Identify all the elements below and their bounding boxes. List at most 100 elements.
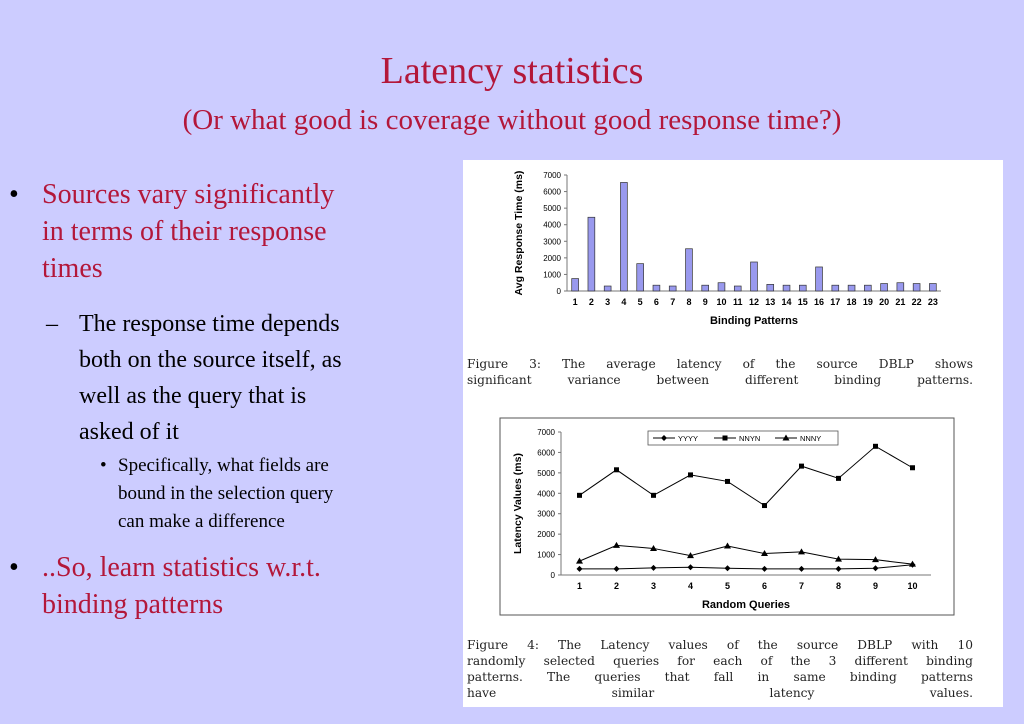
data-point bbox=[688, 472, 693, 478]
x-tick-label: 13 bbox=[765, 297, 775, 307]
x-tick-label: 18 bbox=[847, 297, 857, 307]
bullet-1-line-1: Sources vary significantly bbox=[42, 179, 335, 210]
x-tick-label: 14 bbox=[782, 297, 792, 307]
x-tick-label: 6 bbox=[654, 297, 659, 307]
series-line bbox=[579, 564, 913, 570]
data-point bbox=[761, 565, 768, 572]
bar bbox=[571, 278, 579, 292]
bullet-4-line-1: ..So, learn statistics w.r.t. bbox=[42, 552, 321, 583]
x-tick-label: 8 bbox=[836, 581, 841, 591]
sub-bullet-line-1: The response time depends bbox=[79, 311, 340, 337]
sub-sub-bullet-line-3: can make a difference bbox=[118, 511, 285, 532]
bar bbox=[864, 284, 872, 292]
x-tick-label: 12 bbox=[749, 297, 759, 307]
bar bbox=[847, 284, 856, 292]
bar bbox=[603, 285, 612, 292]
series-line bbox=[579, 544, 913, 565]
sub-bullet-line-4: asked of it bbox=[79, 419, 179, 445]
y-tick-label: 4000 bbox=[543, 221, 561, 230]
data-point bbox=[724, 565, 731, 572]
data-point bbox=[835, 555, 842, 562]
data-point bbox=[872, 565, 879, 572]
data-point bbox=[661, 435, 667, 441]
y-tick-label: 7000 bbox=[537, 428, 555, 437]
data-point bbox=[614, 467, 619, 473]
data-point bbox=[872, 556, 879, 563]
bar bbox=[929, 283, 937, 292]
legend-box bbox=[647, 430, 839, 446]
data-point bbox=[650, 564, 657, 571]
bar bbox=[717, 282, 726, 292]
legend-label: NNNY bbox=[800, 434, 821, 443]
sub-bullet-line-2: both on the source itself, as bbox=[79, 347, 342, 373]
bar bbox=[750, 261, 758, 292]
bar bbox=[782, 284, 791, 292]
data-point bbox=[613, 541, 620, 548]
x-axis-label: Binding Patterns bbox=[710, 315, 798, 327]
x-tick-label: 5 bbox=[638, 297, 643, 307]
y-tick-label: 2000 bbox=[537, 530, 555, 539]
sub-sub-bullet-line-1: Specifically, what fields are bbox=[118, 455, 329, 476]
bullet-marker: • bbox=[9, 552, 19, 583]
x-tick-label: 23 bbox=[928, 297, 938, 307]
y-tick-label: 2000 bbox=[543, 254, 561, 263]
data-point bbox=[836, 475, 841, 481]
x-tick-label: 7 bbox=[670, 297, 675, 307]
x-tick-label: 17 bbox=[830, 297, 840, 307]
y-tick-label: 1000 bbox=[537, 551, 555, 560]
x-axis-label: Random Queries bbox=[702, 599, 790, 611]
data-point bbox=[650, 544, 657, 551]
bullet-4-line-2: binding patterns bbox=[42, 589, 224, 620]
caption-line: patterns. The queries that fall in same … bbox=[467, 670, 973, 684]
legend-label: NNYN bbox=[739, 434, 760, 443]
y-tick-label: 7000 bbox=[543, 171, 561, 180]
bullet-1-text: Sources vary significantly in terms of t… bbox=[42, 176, 334, 287]
y-axis-label: Latency Values (ms) bbox=[512, 453, 524, 554]
caption-line: Figure 3: The average latency of the sou… bbox=[467, 357, 973, 371]
data-point bbox=[761, 550, 768, 557]
figure-panel: 0 1000 2000 3000 4000 5000 6000 7000 1 2 3 4 5 6 7 8 9 10… bbox=[463, 160, 1003, 707]
y-tick-label: 6000 bbox=[537, 448, 555, 457]
data-point bbox=[798, 548, 805, 555]
y-tick-label: 5000 bbox=[537, 469, 555, 478]
x-tick-label: 5 bbox=[725, 581, 730, 591]
x-tick-label: 4 bbox=[688, 581, 693, 591]
bar bbox=[652, 284, 661, 292]
data-point bbox=[782, 434, 790, 441]
data-point bbox=[576, 557, 583, 564]
bar bbox=[766, 284, 775, 292]
x-tick-label: 21 bbox=[895, 297, 905, 307]
line-chart-figure-4: 0 1000 2000 3000 4000 5000 6000 7000 1 2 3 4 5 6 7 8 9 10… bbox=[499, 417, 955, 616]
x-tick-label: 10 bbox=[907, 581, 917, 591]
y-tick-label: 3000 bbox=[537, 510, 555, 519]
data-point bbox=[687, 564, 694, 571]
x-tick-label: 11 bbox=[733, 297, 743, 307]
bar bbox=[668, 285, 677, 292]
data-point bbox=[687, 552, 694, 559]
figure-3-caption: Figure 3: The average latency of the sou… bbox=[467, 356, 973, 388]
x-tick-label: 1 bbox=[573, 297, 578, 307]
bar bbox=[701, 284, 709, 292]
x-tick-label: 22 bbox=[912, 297, 922, 307]
bar bbox=[587, 216, 596, 292]
bullet-marker: • bbox=[9, 179, 19, 210]
slide-title: Latency statistics bbox=[380, 50, 644, 92]
y-axis-label: Avg Response Time (ms) bbox=[513, 171, 525, 296]
y-tick-label: 0 bbox=[551, 571, 556, 580]
y-tick-label: 0 bbox=[557, 287, 562, 296]
data-point bbox=[651, 492, 656, 498]
small-bullet-marker: • bbox=[100, 455, 107, 476]
data-point bbox=[799, 463, 804, 469]
data-point bbox=[724, 542, 731, 549]
caption-line: have similar latency values. bbox=[467, 686, 973, 700]
x-tick-label: 7 bbox=[799, 581, 804, 591]
legend-label: YYYY bbox=[678, 434, 698, 443]
x-tick-label: 4 bbox=[621, 297, 626, 307]
x-tick-label: 9 bbox=[873, 581, 878, 591]
x-tick-label: 9 bbox=[703, 297, 708, 307]
x-tick-label: 19 bbox=[863, 297, 873, 307]
bullet-list: • Sources vary significantly in terms of… bbox=[0, 0, 460, 724]
slide-subtitle: (Or what good is coverage without good r… bbox=[182, 104, 842, 136]
bar bbox=[880, 283, 888, 292]
